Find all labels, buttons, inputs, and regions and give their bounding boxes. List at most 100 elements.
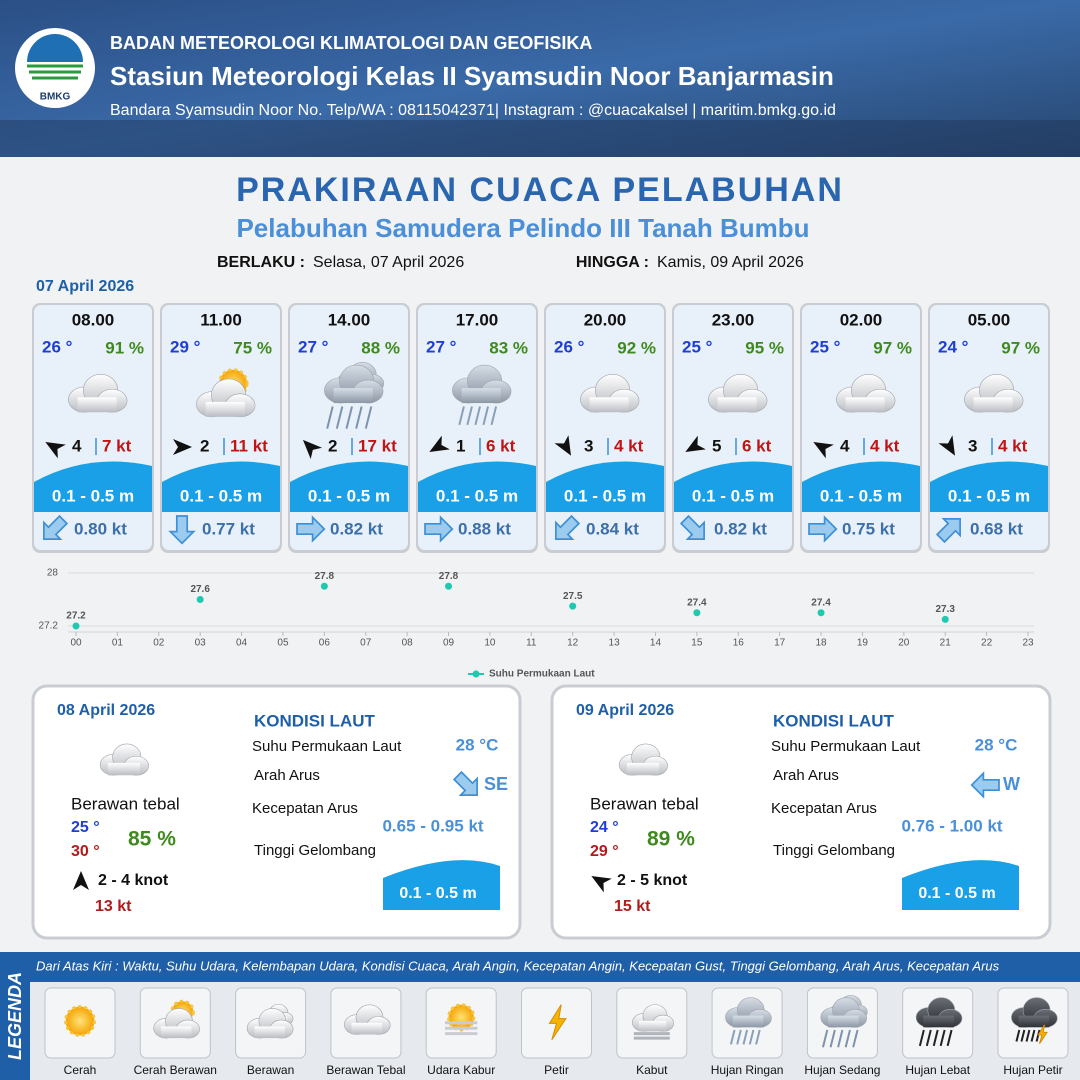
humidity: 97 % <box>1001 338 1040 357</box>
data-label: 27.8 <box>315 571 335 582</box>
time: 08.00 <box>72 310 115 329</box>
x-tick-label: 04 <box>236 638 248 649</box>
wave-label: Tinggi Gelombang <box>254 842 376 859</box>
valid-until: Kamis, 09 April 2026 <box>657 254 804 271</box>
y-tick-label: 28 <box>47 568 59 579</box>
x-tick-label: 20 <box>898 638 910 649</box>
wind-direction <box>591 876 612 893</box>
humidity: 85 % <box>128 828 176 851</box>
wind-speed: 3 <box>584 436 593 455</box>
legend-item: Hujan Ringan <box>711 1063 784 1077</box>
gust-speed: 17 kt <box>358 436 397 455</box>
title: PRAKIRAAN CUACA PELABUHAN <box>236 171 844 209</box>
rain <box>345 406 353 429</box>
rain <box>852 1029 859 1048</box>
data-label: 27.3 <box>935 604 955 615</box>
rain <box>335 406 344 429</box>
rain <box>364 406 373 429</box>
rain <box>821 1029 829 1048</box>
wind-direction <box>554 435 571 456</box>
cloud <box>107 762 141 776</box>
wave-height: 0.1 - 0.5 m <box>820 486 902 505</box>
current-direction <box>808 515 838 543</box>
legend-item: Udara Kabur <box>427 1063 495 1077</box>
x-tick-label: 08 <box>402 638 414 649</box>
current-speed: 0.80 kt <box>74 519 127 538</box>
current-dir: W <box>1003 774 1020 794</box>
gust-speed: 4 kt <box>998 436 1028 455</box>
wind-speed: 3 <box>968 436 977 455</box>
wave <box>546 461 664 512</box>
x-tick-label: 23 <box>1022 638 1034 649</box>
wave-height: 0.1 - 0.5 m <box>918 885 995 902</box>
daily-date: 08 April 2026 <box>57 702 155 719</box>
current-speed: 0.75 kt <box>842 519 895 538</box>
wave-height: 0.1 - 0.5 m <box>436 486 518 505</box>
legend-label: LEGENDA <box>5 972 25 1060</box>
humidity: 89 % <box>647 828 695 851</box>
air-temperature: 24 ° <box>938 337 969 356</box>
wind-speed: 1 <box>456 436 465 455</box>
rain <box>458 406 465 426</box>
data-label: 27.4 <box>687 597 707 608</box>
time: 20.00 <box>584 310 627 329</box>
current-speed-label: Kecepatan Arus <box>771 800 877 817</box>
rain <box>1025 1029 1031 1042</box>
humidity: 75 % <box>233 338 272 357</box>
current-speed: 0.68 kt <box>970 519 1023 538</box>
cloud <box>333 388 373 404</box>
humidity: 92 % <box>617 338 656 357</box>
cloud <box>845 397 885 413</box>
rain <box>482 406 490 426</box>
legend-description: Dari Atas Kiri : Waktu, Suhu Udara, Kele… <box>36 958 1000 973</box>
header-banner <box>0 0 1080 157</box>
legend-item: Kabut <box>636 1063 668 1077</box>
sst-label: Suhu Permukaan Laut <box>252 738 402 755</box>
lightning <box>548 1004 567 1040</box>
rain <box>748 1029 755 1045</box>
wave <box>674 461 792 512</box>
gust-speed: 4 kt <box>870 436 900 455</box>
x-tick-label: 09 <box>443 638 455 649</box>
rain <box>925 1029 932 1047</box>
data-label: 27.4 <box>811 597 831 608</box>
rain <box>932 1029 939 1047</box>
current-direction <box>555 514 581 540</box>
rain <box>946 1029 953 1047</box>
rain <box>736 1029 742 1045</box>
rain <box>1030 1029 1036 1042</box>
wave-height: 0.1 - 0.5 m <box>399 885 476 902</box>
legend-item: Berawan Tebal <box>326 1063 405 1077</box>
legend-item: Cerah <box>64 1063 97 1077</box>
data-point <box>941 615 949 623</box>
data-point <box>72 622 80 630</box>
air-temperature: 26 ° <box>554 337 585 356</box>
gust: 15 kt <box>614 898 651 915</box>
x-tick-label: 21 <box>940 638 952 649</box>
air-temperature: 25 ° <box>810 337 841 356</box>
current-speed: 0.84 kt <box>586 519 639 538</box>
wave <box>802 461 920 512</box>
air-temperature: 27 ° <box>298 337 329 356</box>
current-speed: 0.82 kt <box>330 519 383 538</box>
rain <box>837 1029 844 1048</box>
cloud <box>626 762 660 776</box>
rain <box>1035 1029 1041 1042</box>
wave-height: 0.1 - 0.5 m <box>180 486 262 505</box>
day1-date: 07 April 2026 <box>36 278 134 295</box>
subtitle: Pelabuhan Samudera Pelindo III Tanah Bum… <box>236 213 809 243</box>
daily-date: 09 April 2026 <box>576 702 674 719</box>
legend-band <box>0 952 30 1080</box>
x-tick-label: 11 <box>526 638 537 649</box>
wave-height: 0.1 - 0.5 m <box>948 486 1030 505</box>
legend-item: Hujan Sedang <box>804 1063 880 1077</box>
rain <box>474 406 481 426</box>
current-direction <box>935 518 961 544</box>
wind-direction <box>173 439 192 455</box>
x-tick-label: 00 <box>70 638 82 649</box>
wave-label: Tinggi Gelombang <box>773 842 895 859</box>
x-tick-label: 12 <box>567 638 579 649</box>
rain <box>326 406 334 429</box>
y-tick-label: 27.2 <box>39 621 59 632</box>
